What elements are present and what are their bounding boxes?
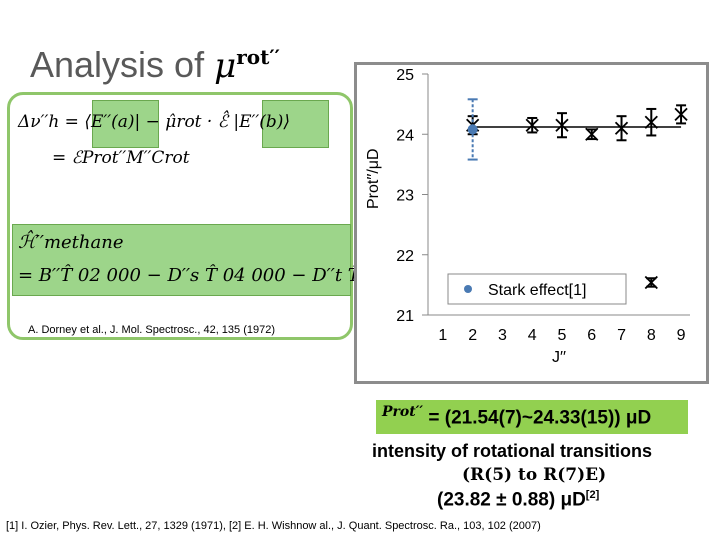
intensity-transitions: (R(5) to R(7)E) (462, 465, 607, 485)
data-point (614, 121, 629, 135)
bra-highlight (92, 100, 159, 148)
data-point (525, 118, 539, 132)
title-prefix: Analysis of (30, 44, 205, 85)
x-tick-label: 4 (528, 327, 537, 344)
data-point (644, 115, 658, 129)
x-tick-label: 5 (558, 327, 567, 344)
hamiltonian-highlight (12, 224, 351, 296)
intensity-number: (23.82 ± 0.88) μD (437, 489, 586, 511)
x-tick-label: 7 (617, 327, 626, 344)
y-tick-label: 21 (396, 308, 414, 325)
x-tick-label: 6 (587, 327, 596, 344)
x-tick-label: 9 (677, 327, 686, 344)
data-point (674, 107, 688, 122)
legend-marker (464, 285, 472, 293)
transition-equation: Δν′′h = ⟨E′′(a)| − μ̂rot · ℰ̂ |E′′(b)⟩ (18, 112, 291, 132)
result-value: = (21.54(7)~24.33(15)) μD (428, 407, 652, 429)
x-tick-label: 3 (498, 327, 507, 344)
x-tick-label: 2 (468, 327, 477, 344)
plot-frame (354, 62, 709, 384)
transition-equation-result: = ℰProt′′M′′Crot (52, 148, 190, 168)
legend-box (447, 273, 627, 305)
stark-point (467, 124, 478, 135)
intensity-value: (23.82 ± 0.88) μD[2] (437, 489, 599, 511)
panel-reference: A. Dorney et al., J. Mol. Spectrosc., 42… (28, 324, 276, 336)
legend-label: Stark effect[1] (488, 282, 586, 299)
intensity-ref: [2] (585, 489, 600, 501)
ket-highlight (262, 100, 329, 148)
slide-title: Analysis of μrot′′ (30, 44, 280, 86)
y-tick-label: 24 (396, 127, 414, 144)
data-point (585, 127, 599, 141)
title-symbol: μ (214, 46, 237, 86)
x-tick-label: 8 (647, 327, 656, 344)
result-banner (376, 400, 688, 434)
y-tick-label: 23 (396, 188, 414, 205)
y-tick-label: 25 (396, 67, 414, 84)
result-range: Prot′′ = (21.54(7)~24.33(15)) μD (382, 404, 651, 429)
data-point (644, 275, 658, 290)
x-tick-label: 1 (438, 327, 447, 344)
result-symbol: Prot′′ (382, 404, 424, 420)
title-superscript: rot′′ (236, 45, 280, 69)
hamiltonian-lhs: ℋ̂′′methane (18, 232, 124, 253)
y-tick-label: 22 (396, 248, 414, 265)
equations-panel (7, 92, 353, 340)
footnote: [1] I. Ozier, Phys. Rev. Lett., 27, 1329… (6, 520, 541, 532)
intensity-heading: intensity of rotational transitions (372, 441, 653, 461)
data-point (555, 118, 569, 132)
x-axis-label: J′′ (552, 349, 566, 366)
hamiltonian-rhs: = B′′T̂ 02 000 − D′′s T̂ 04 000 − D′′t T… (18, 265, 400, 286)
